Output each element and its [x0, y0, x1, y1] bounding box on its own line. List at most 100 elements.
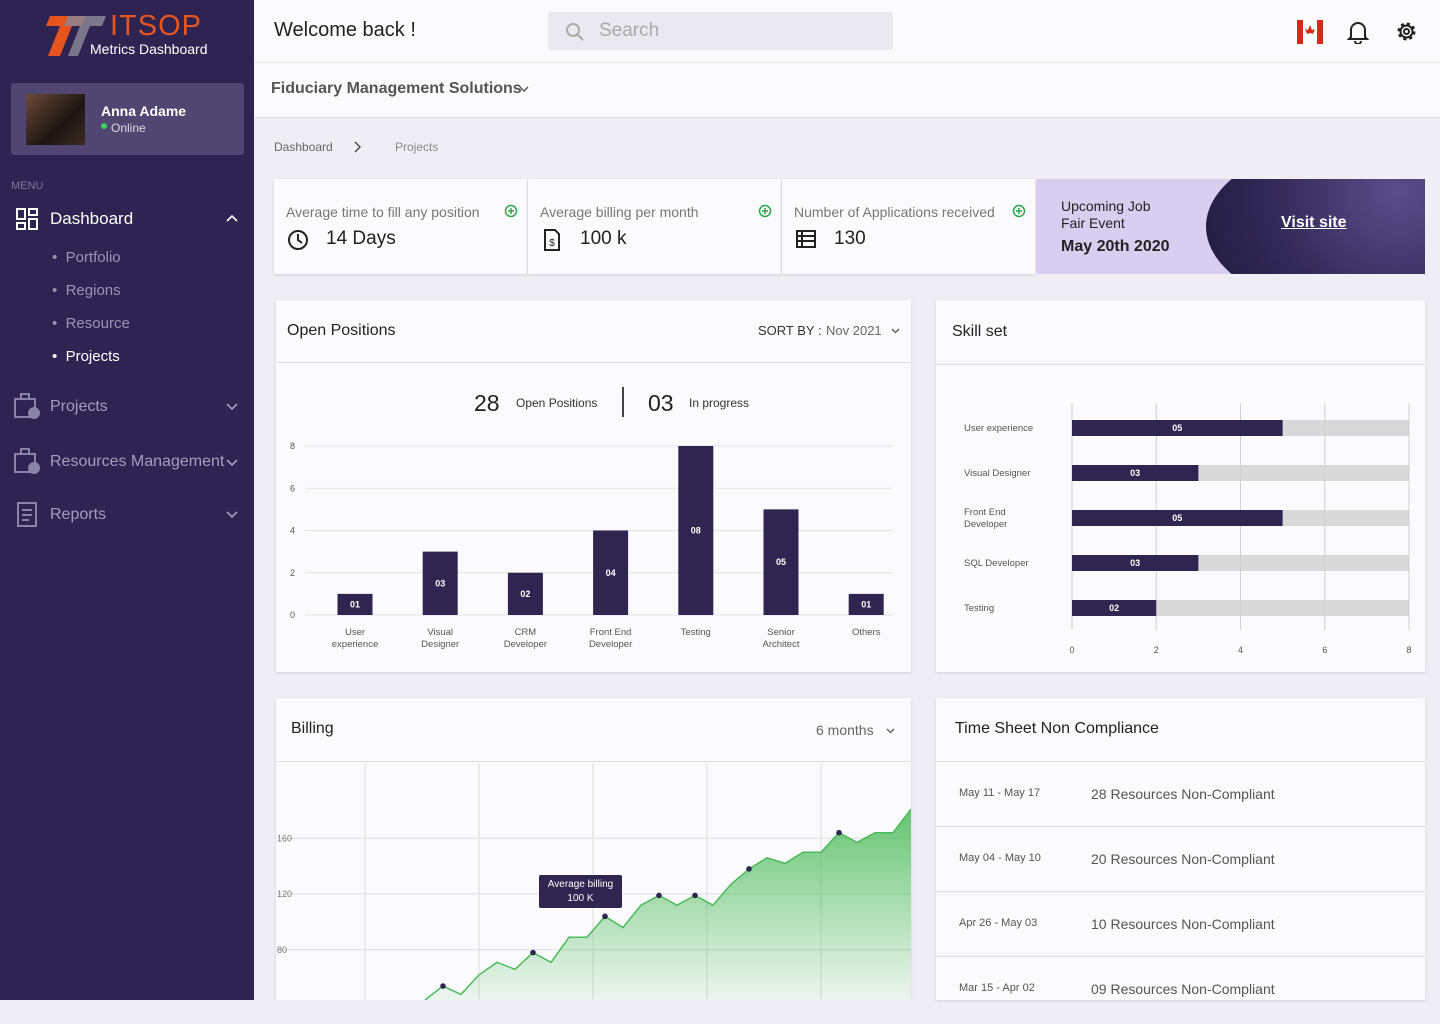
divider [936, 826, 1425, 827]
breadcrumb-item: Projects [395, 140, 439, 154]
value-label: 03 [435, 578, 445, 588]
kpi-value: 14 Days [326, 228, 396, 249]
chevron-down [226, 403, 238, 411]
bar [678, 446, 714, 615]
timesheet-period: Apr 26 - May 03 [959, 917, 1038, 929]
kpi-card: Average time to fill any position 14 Day… [274, 179, 527, 274]
bar [763, 509, 799, 615]
value-label: 03 [1130, 468, 1140, 478]
summary-label: In progress [689, 396, 750, 410]
logo-mark [46, 16, 106, 56]
greeting: Welcome back ! [274, 19, 416, 41]
timesheet-period: May 11 - May 17 [959, 787, 1041, 799]
x-tick-label: 4 [1238, 645, 1243, 655]
reports-icon [17, 502, 37, 527]
menu-subitem[interactable]: • Regions [52, 282, 121, 299]
timesheet-period: Mar 15 - Apr 02 [959, 982, 1035, 994]
point [692, 892, 698, 899]
menu-item[interactable]: Projects [50, 398, 108, 415]
flag-icon[interactable] [1297, 19, 1323, 45]
kpi-add-icon[interactable] [504, 204, 518, 218]
search-box[interactable]: Search [548, 12, 893, 50]
resources-icon [14, 448, 40, 474]
chevron-down [891, 328, 900, 334]
menu-subitem-text: Portfolio [65, 249, 121, 266]
y-tick-label: Front End Developer [964, 507, 1007, 530]
kpi-add-icon[interactable] [1012, 204, 1026, 218]
page-bottom [0, 1000, 1440, 1024]
menu-label: MENU [11, 180, 44, 192]
sidebar: ITSOP Metrics Dashboard Anna Adame Onlin… [0, 0, 254, 1024]
value-label: 05 [1172, 423, 1182, 433]
y-tick-label: Visual Designer [964, 468, 1030, 479]
clock-icon [288, 230, 308, 250]
tooltip: Average billing 100 K [539, 875, 622, 908]
chevron-down [226, 511, 238, 519]
sort-value[interactable]: Nov 2021 [826, 323, 882, 338]
point [440, 983, 446, 989]
bar [1072, 465, 1199, 481]
point [602, 913, 608, 920]
user-card[interactable]: Anna Adame Online [11, 83, 244, 155]
timesheet-period: May 04 - May 10 [959, 852, 1041, 864]
y-tick-label: 2 [290, 568, 295, 578]
menu-item[interactable]: Resources Management [50, 453, 225, 470]
event-link[interactable]: Visit site [1281, 214, 1347, 231]
event-card: Upcoming Job Fair Event May 20th 2020 Vi… [1036, 179, 1425, 274]
bar [507, 572, 543, 615]
kpi-value: 130 [834, 228, 866, 249]
kpi-add-icon[interactable] [758, 204, 772, 218]
point [746, 866, 752, 872]
menu-subitem[interactable]: • Projects [52, 348, 120, 365]
breadcrumb-item[interactable]: Dashboard [274, 140, 333, 154]
bar [593, 530, 629, 615]
summary-divider [622, 387, 624, 417]
value-label: 05 [1172, 513, 1182, 523]
divider [936, 364, 1425, 365]
bell-icon[interactable] [1347, 20, 1369, 44]
value-label: 02 [520, 589, 530, 599]
list-icon [796, 230, 816, 248]
divider [936, 761, 1425, 762]
status-dot [101, 123, 107, 129]
value-label: 08 [691, 526, 701, 536]
y-tick-label: 8 [290, 441, 295, 451]
chevron-down [519, 86, 529, 92]
brand-subtitle: Metrics Dashboard [90, 41, 208, 57]
timesheet-card: Time Sheet Non Compliance [936, 698, 1425, 1000]
search-placeholder: Search [599, 20, 660, 41]
bar [1072, 510, 1283, 526]
avatar [26, 94, 85, 145]
summary-number: 03 [648, 390, 674, 416]
timesheet-status: 10 Resources Non-Compliant [1091, 916, 1275, 932]
point [836, 829, 842, 836]
organization[interactable]: Fiduciary Management Solutions [271, 80, 522, 97]
kpi-card: Number of Applications received 130 [782, 179, 1035, 274]
x-tick-label: Visual Designer [421, 627, 459, 650]
search-icon [566, 23, 584, 41]
kpi-label: Average time to fill any position [286, 204, 480, 220]
bar [1072, 420, 1283, 436]
bar [848, 593, 884, 615]
area [425, 809, 911, 1000]
org-bar [254, 63, 1440, 118]
y-tick-label: SQL Developer [964, 558, 1029, 569]
settings-icon[interactable] [1395, 20, 1418, 43]
period-select[interactable]: 6 months [816, 722, 874, 738]
x-tick-label: 8 [1406, 645, 1411, 655]
menu-item[interactable]: Reports [50, 506, 107, 523]
bar [337, 593, 373, 615]
menu-subitem[interactable]: • Resource [52, 315, 130, 332]
summary-number: 28 [474, 390, 500, 416]
user-status: Online [111, 121, 146, 135]
x-tick-label: CRM Developer [504, 627, 547, 650]
invoice-icon: $ [544, 229, 560, 251]
menu-item[interactable]: Dashboard [50, 209, 134, 228]
breadcrumb-separator [354, 141, 361, 153]
menu-subitem[interactable]: • Portfolio [52, 249, 121, 266]
svg-text:$: $ [549, 238, 555, 249]
card-title: Skill set [952, 323, 1008, 340]
